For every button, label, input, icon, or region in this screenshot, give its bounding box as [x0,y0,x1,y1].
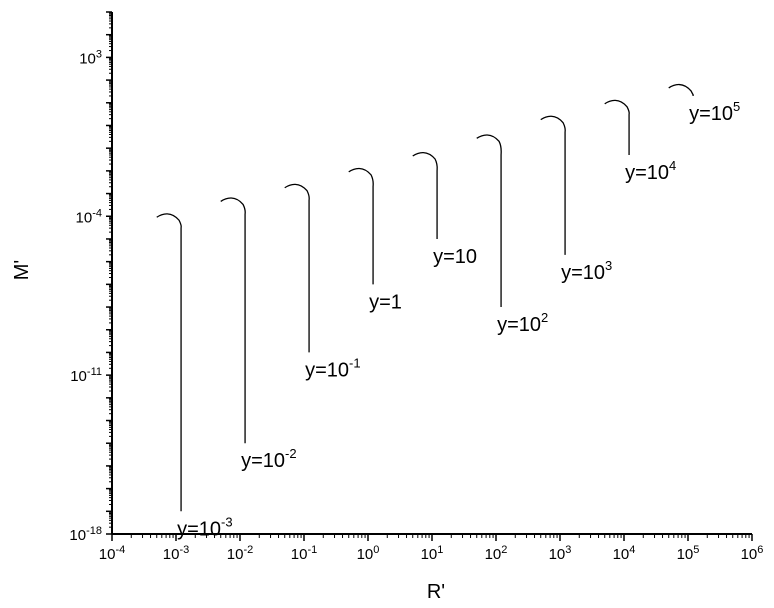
series-label-exponent: 3 [605,258,612,273]
series-label-exponent: 4 [669,158,676,173]
series-label-text: y=1 [369,291,402,313]
series-label-text: y=10 [433,246,477,268]
series-label-exponent: -2 [285,446,297,461]
series-curve-3 [348,167,374,285]
series-label-exponent: -3 [221,514,233,529]
y-tick-label: 10-18 [69,525,102,544]
series-curve-7 [604,99,630,156]
series-labels: y=10-3y=10-2y=10-1y=1y=10y=102y=103y=104… [177,99,740,540]
tick-labels: 10-4 10-3 10-2 10-1 100 101 102 103 104 105 106 10-… [69,48,763,563]
series-label-4: y=10 [433,246,477,268]
series-label-text: y=10 [241,450,285,472]
series-label-text: y=10 [177,518,221,540]
series-curve-8 [668,83,694,96]
series-label-exponent: 5 [733,99,740,114]
x-tick-label: 105 [677,544,700,563]
series-label-text: y=10 [561,262,605,284]
x-tick-label: 103 [549,544,572,563]
series-curve-5 [476,134,502,308]
series-label-8: y=105 [689,99,740,125]
x-tick-label: 101 [421,544,444,563]
series-curve-4 [412,151,438,239]
axes [111,12,752,535]
series-label-text: y=10 [625,162,669,184]
series-curve-1 [220,197,246,444]
y-tick-label: 103 [79,48,102,67]
series-curve-2 [284,183,310,353]
series-curve-0 [156,213,182,512]
tick-marks [106,11,753,541]
series-label-3: y=1 [369,291,402,313]
x-tick-label: 10-4 [99,544,125,563]
series-label-0: y=10-3 [177,514,233,540]
series-curves [156,83,694,512]
x-tick-label: 10-2 [227,544,253,563]
series-label-exponent: 2 [541,310,548,325]
x-tick-label: 102 [485,544,508,563]
series-label-text: y=10 [497,314,541,336]
series-label-6: y=103 [561,258,612,284]
x-tick-label: 104 [613,544,636,563]
y-axis-title: M' [11,260,33,280]
x-tick-label: 10-1 [291,544,317,563]
x-tick-label: 100 [357,544,380,563]
series-label-text: y=10 [305,359,349,381]
series-label-7: y=104 [625,158,676,184]
series-label-exponent: -1 [349,355,361,370]
y-tick-label: 10-11 [70,366,102,385]
x-tick-label: 10-3 [163,544,189,563]
series-label-text: y=10 [689,103,733,125]
x-axis-title: R' [427,581,445,603]
series-label-2: y=10-1 [305,355,361,381]
series-label-1: y=10-2 [241,446,297,472]
x-tick-label: 106 [741,544,764,563]
series-curve-6 [540,115,566,255]
y-tick-label: 10-4 [76,207,102,226]
series-label-5: y=102 [497,310,548,336]
